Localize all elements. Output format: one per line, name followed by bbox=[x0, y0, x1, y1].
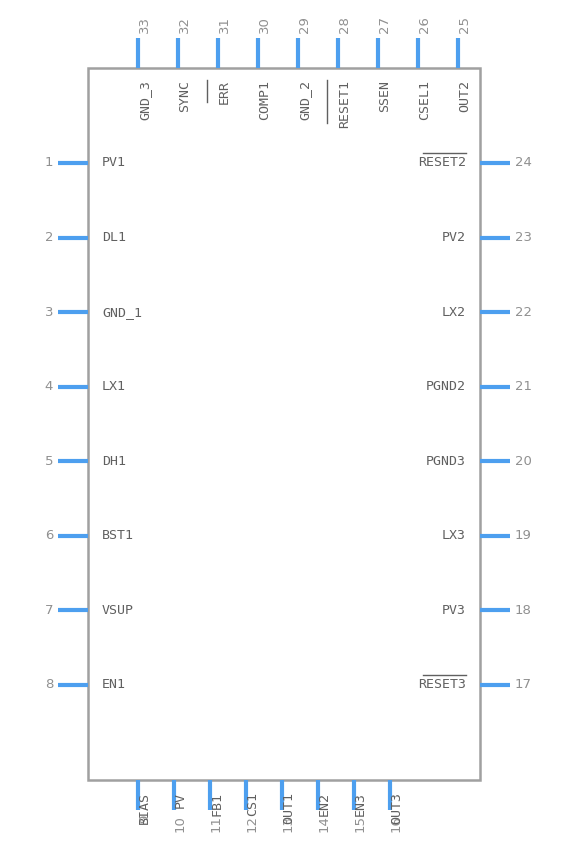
Text: 10: 10 bbox=[174, 815, 187, 832]
Text: DL1: DL1 bbox=[102, 231, 126, 244]
Text: EN2: EN2 bbox=[318, 792, 331, 816]
Text: RESET2: RESET2 bbox=[418, 157, 466, 170]
Text: 17: 17 bbox=[515, 678, 532, 691]
Text: 24: 24 bbox=[515, 157, 532, 170]
Text: 11: 11 bbox=[210, 815, 223, 832]
Text: ERR: ERR bbox=[218, 80, 231, 104]
Text: 28: 28 bbox=[338, 16, 351, 33]
Text: 14: 14 bbox=[318, 815, 331, 832]
Text: OUT1: OUT1 bbox=[282, 792, 295, 824]
Text: LX1: LX1 bbox=[102, 380, 126, 393]
Text: 8: 8 bbox=[45, 678, 53, 691]
Text: 16: 16 bbox=[390, 815, 403, 832]
Text: 19: 19 bbox=[515, 529, 532, 543]
Text: OUT2: OUT2 bbox=[458, 80, 471, 112]
Text: 32: 32 bbox=[178, 16, 191, 33]
Text: 25: 25 bbox=[458, 16, 471, 33]
Text: 18: 18 bbox=[515, 604, 532, 617]
Text: RESET3: RESET3 bbox=[418, 678, 466, 691]
Text: 33: 33 bbox=[138, 16, 151, 33]
Text: 9: 9 bbox=[138, 815, 151, 823]
Text: BIAS: BIAS bbox=[138, 792, 151, 824]
Text: 7: 7 bbox=[44, 604, 53, 617]
Text: 5: 5 bbox=[44, 455, 53, 468]
Text: LX2: LX2 bbox=[442, 305, 466, 319]
Text: GND_1: GND_1 bbox=[102, 305, 142, 319]
Text: EN1: EN1 bbox=[102, 678, 126, 691]
Text: COMP1: COMP1 bbox=[258, 80, 271, 120]
Text: 3: 3 bbox=[44, 305, 53, 319]
Text: PV1: PV1 bbox=[102, 157, 126, 170]
Text: 20: 20 bbox=[515, 455, 532, 468]
Text: PV3: PV3 bbox=[442, 604, 466, 617]
Text: OUT3: OUT3 bbox=[390, 792, 403, 824]
Text: 22: 22 bbox=[515, 305, 532, 319]
Text: 23: 23 bbox=[515, 231, 532, 244]
Text: GND_2: GND_2 bbox=[298, 80, 311, 120]
Text: EN3: EN3 bbox=[354, 792, 367, 816]
Text: DH1: DH1 bbox=[102, 455, 126, 468]
Text: 4: 4 bbox=[45, 380, 53, 393]
Text: FB1: FB1 bbox=[210, 792, 223, 816]
Text: LX3: LX3 bbox=[442, 529, 466, 543]
Text: 13: 13 bbox=[282, 815, 295, 832]
Text: PGND2: PGND2 bbox=[426, 380, 466, 393]
Text: RESET1: RESET1 bbox=[338, 80, 351, 128]
Text: 12: 12 bbox=[246, 815, 259, 832]
Text: PV: PV bbox=[174, 792, 187, 808]
Text: 1: 1 bbox=[44, 157, 53, 170]
Text: 30: 30 bbox=[258, 16, 271, 33]
Text: 29: 29 bbox=[298, 16, 311, 33]
Text: 26: 26 bbox=[418, 16, 431, 33]
Text: SYNC: SYNC bbox=[178, 80, 191, 112]
Text: 15: 15 bbox=[354, 815, 367, 832]
Bar bbox=[88, 68, 480, 780]
Text: 31: 31 bbox=[218, 16, 231, 33]
Text: CS1: CS1 bbox=[246, 792, 259, 816]
Text: CSEL1: CSEL1 bbox=[418, 80, 431, 120]
Text: 27: 27 bbox=[378, 16, 391, 33]
Text: VSUP: VSUP bbox=[102, 604, 134, 617]
Text: BST1: BST1 bbox=[102, 529, 134, 543]
Text: PV2: PV2 bbox=[442, 231, 466, 244]
Text: 2: 2 bbox=[44, 231, 53, 244]
Text: 21: 21 bbox=[515, 380, 532, 393]
Text: PGND3: PGND3 bbox=[426, 455, 466, 468]
Text: GND_3: GND_3 bbox=[138, 80, 151, 120]
Text: SSEN: SSEN bbox=[378, 80, 391, 112]
Text: 6: 6 bbox=[45, 529, 53, 543]
